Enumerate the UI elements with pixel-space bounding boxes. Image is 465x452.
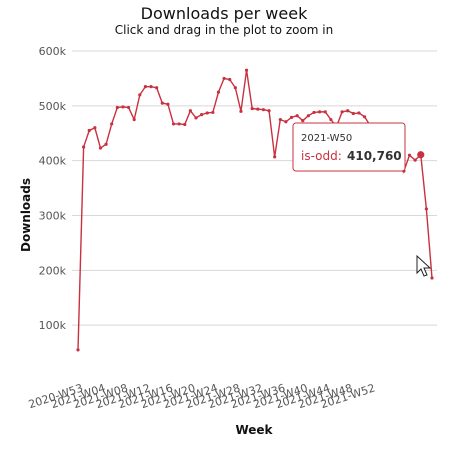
data-point[interactable] <box>222 76 226 81</box>
y-axis-ticks: 100k 200k 300k 400k 500k 600k <box>39 45 67 332</box>
data-point[interactable] <box>228 77 232 82</box>
data-point[interactable] <box>413 158 417 162</box>
data-point[interactable] <box>340 110 344 114</box>
data-point[interactable] <box>239 109 243 113</box>
data-point[interactable] <box>205 111 209 115</box>
data-point[interactable] <box>200 113 204 117</box>
gridlines <box>72 50 437 326</box>
data-point[interactable] <box>289 115 294 119</box>
data-point[interactable] <box>149 85 153 89</box>
data-point[interactable] <box>250 106 254 111</box>
data-point[interactable] <box>76 348 80 352</box>
data-point[interactable] <box>194 116 198 120</box>
chart-title: Downloads per week <box>141 4 308 23</box>
data-point[interactable] <box>87 128 91 133</box>
data-point[interactable] <box>110 122 114 126</box>
data-point[interactable] <box>424 207 428 211</box>
data-point[interactable] <box>143 85 148 89</box>
y-tick-label: 100k <box>39 319 67 332</box>
data-point[interactable] <box>211 110 215 115</box>
tooltip-box <box>292 122 406 172</box>
y-tick-label: 200k <box>39 264 67 277</box>
chart-subtitle: Click and drag in the plot to zoom in <box>115 23 334 37</box>
hovered-data-point[interactable] <box>417 151 425 159</box>
y-tick-label: 400k <box>39 155 67 168</box>
series-line <box>77 70 433 350</box>
y-axis-title: Downloads <box>19 178 33 252</box>
data-point[interactable] <box>323 110 327 114</box>
data-point[interactable] <box>93 126 97 130</box>
data-point[interactable] <box>351 111 355 116</box>
data-point[interactable] <box>430 276 434 280</box>
data-point[interactable] <box>306 114 310 118</box>
y-tick-label: 600k <box>39 45 67 58</box>
data-point[interactable] <box>82 145 86 149</box>
data-point[interactable] <box>357 111 361 115</box>
data-point[interactable] <box>244 68 249 72</box>
data-point[interactable] <box>346 109 350 113</box>
mouse-cursor-icon <box>416 254 432 277</box>
data-point[interactable] <box>278 117 282 122</box>
data-point[interactable] <box>98 146 103 150</box>
data-point[interactable] <box>273 155 277 159</box>
tooltip-series-label: is-odd: <box>301 149 342 163</box>
data-point[interactable] <box>160 101 164 105</box>
data-point[interactable] <box>126 105 131 110</box>
y-tick-label: 300k <box>39 210 67 223</box>
data-point[interactable] <box>261 108 266 112</box>
series-is-odd[interactable] <box>76 68 434 352</box>
data-point[interactable] <box>301 119 305 123</box>
tooltip-title: 2021-W50 <box>301 133 352 144</box>
data-point[interactable] <box>216 90 221 94</box>
data-point[interactable] <box>183 122 187 127</box>
data-point[interactable] <box>407 153 412 157</box>
data-point[interactable] <box>284 120 288 124</box>
data-point[interactable] <box>188 109 192 113</box>
data-point[interactable] <box>329 117 333 122</box>
data-point[interactable] <box>166 102 170 106</box>
tooltip: 2021-W50 is-odd: 410,760 <box>292 122 406 172</box>
data-point[interactable] <box>115 105 119 110</box>
data-point[interactable] <box>295 114 299 118</box>
data-point[interactable] <box>267 109 271 113</box>
data-point[interactable] <box>132 117 136 122</box>
x-axis-ticks: 2020-W532021-W042021-W082021-W122021-W16… <box>27 381 377 411</box>
data-point[interactable] <box>362 115 367 119</box>
data-point[interactable] <box>177 122 181 126</box>
x-axis-title: Week <box>235 423 273 437</box>
y-tick-label: 500k <box>39 100 67 113</box>
data-point[interactable] <box>318 110 322 114</box>
data-point[interactable] <box>104 142 108 146</box>
data-point[interactable] <box>233 86 237 90</box>
data-point[interactable] <box>155 86 159 90</box>
data-point[interactable] <box>121 105 125 109</box>
data-point[interactable] <box>256 107 260 111</box>
data-point[interactable] <box>171 122 176 126</box>
tooltip-value: 410,760 <box>347 149 402 163</box>
data-point[interactable] <box>138 93 142 97</box>
data-point[interactable] <box>312 110 316 115</box>
